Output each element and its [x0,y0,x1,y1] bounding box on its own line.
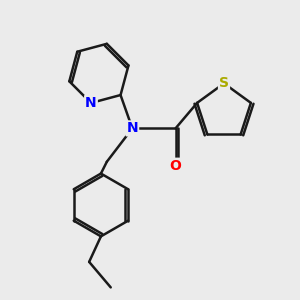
Text: N: N [127,122,138,135]
Text: O: O [169,159,181,173]
Text: S: S [219,76,229,90]
Text: N: N [85,96,97,110]
